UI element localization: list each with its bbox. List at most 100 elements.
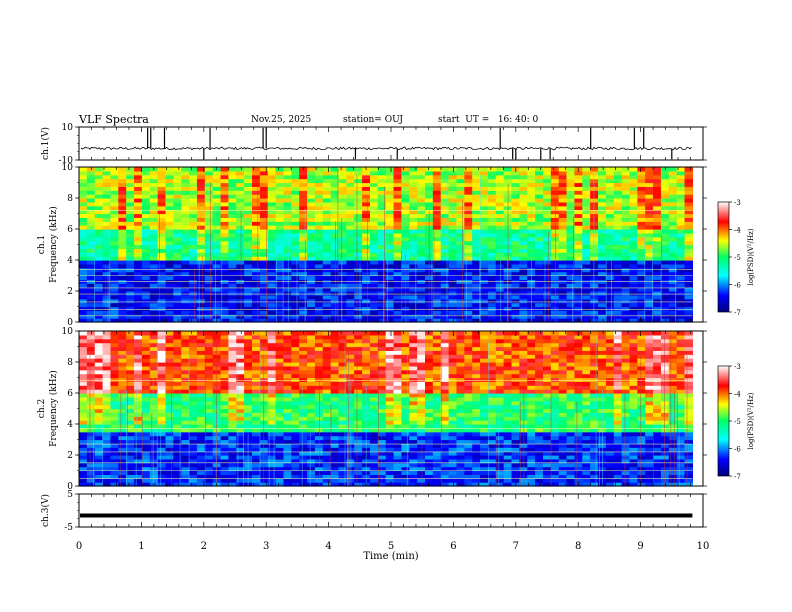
s1-spectrogram-cell xyxy=(338,174,347,180)
s1-spectrogram-cell xyxy=(393,318,403,323)
s1-spectrogram-cell xyxy=(252,198,261,203)
s1-spectrogram-cell xyxy=(79,240,88,246)
s1-spectrogram-cell xyxy=(511,310,520,315)
s1-spectrogram-cell xyxy=(126,221,135,226)
s1-spectrogram-cell xyxy=(653,256,662,261)
s2-spectrogram-cell xyxy=(267,478,277,483)
s1-spectrogram-cell xyxy=(181,294,190,300)
s2-spectrogram-cell xyxy=(346,354,355,359)
s1-spectrogram-cell xyxy=(267,174,277,180)
s1-spectrogram-cell xyxy=(456,217,465,222)
s1-spectrogram-cell xyxy=(94,260,104,265)
s2-spectrogram-cell xyxy=(275,443,285,448)
s1-spectrogram-cell xyxy=(165,217,174,222)
s1-spectrogram-cell xyxy=(590,174,599,180)
s2-spectrogram-cell xyxy=(204,354,214,359)
s2-spectrogram-cell xyxy=(165,350,174,355)
s2-spectrogram-cell xyxy=(220,482,230,487)
s1-spectrogram-cell xyxy=(487,267,497,273)
s1-spectrogram-cell xyxy=(495,209,505,215)
s2-spectrogram-cell xyxy=(236,447,245,452)
s1-spectrogram-cell xyxy=(582,294,591,300)
s1-spectrogram-cell xyxy=(464,170,473,176)
s2-spectrogram-cell xyxy=(204,400,214,406)
s2-spectrogram-cell xyxy=(228,458,237,464)
s1-spectrogram-cell xyxy=(362,306,371,311)
s1-spectrogram-cell xyxy=(558,170,568,176)
s2-spectrogram-cell xyxy=(244,338,253,344)
s1-spectrogram-cell xyxy=(440,232,450,238)
s2-spectrogram-cell xyxy=(189,396,198,402)
s1-spectrogram-cell xyxy=(456,198,465,203)
s2-spectrogram-cell xyxy=(377,427,387,433)
s1-spectrogram-cell xyxy=(212,291,222,296)
s1-spectrogram-cell xyxy=(660,306,670,311)
s2-spectrogram-cell xyxy=(220,443,230,448)
s2-spectrogram-cell xyxy=(377,424,387,429)
s2-spectrogram-cell xyxy=(417,354,426,359)
s1-spectrogram-cell xyxy=(134,229,143,234)
s2-spectrogram-cell xyxy=(173,474,182,479)
s1-spectrogram-cell xyxy=(220,271,230,277)
s1-spectrogram-cell xyxy=(519,314,528,319)
s1-spectrogram-cell xyxy=(252,287,261,292)
s1-spectrogram-cell xyxy=(173,217,182,222)
s1-spectrogram-cell xyxy=(464,174,473,180)
s2-spectrogram-cell xyxy=(338,447,347,452)
s1-spectrogram-cell xyxy=(535,178,544,184)
s1-spectrogram-cell xyxy=(574,170,583,176)
s1-spectrogram-cell xyxy=(220,213,230,218)
s1-spectrogram-cell xyxy=(330,174,340,180)
s1-spectrogram-cell xyxy=(79,314,88,319)
s2-spectrogram-cell xyxy=(181,478,190,483)
s1-spectrogram-cell xyxy=(283,167,292,172)
s1-spectrogram-cell xyxy=(464,306,473,311)
s1-spectrogram-cell xyxy=(440,167,450,172)
s1-spectrogram-cell xyxy=(598,225,607,230)
s1-spectrogram-cell xyxy=(291,252,300,257)
s2-spectrogram-cell xyxy=(141,451,151,456)
s1-spectrogram-cell xyxy=(228,294,237,300)
s2-spectrogram-cell xyxy=(181,455,190,460)
s1-spectrogram-cell xyxy=(259,209,269,215)
s1-spectrogram-cell xyxy=(102,178,112,184)
s1-spectrogram-cell xyxy=(126,275,135,280)
s1-spectrogram-cell xyxy=(432,267,442,273)
s1-spectrogram-cell xyxy=(165,186,174,191)
s2-spectrogram-cell xyxy=(244,358,253,363)
s2-spectrogram-cell xyxy=(86,354,96,359)
s2-spectrogram-cell xyxy=(362,334,371,340)
s1-spectrogram-cell xyxy=(684,182,693,187)
s1-spectrogram-cell xyxy=(330,267,340,273)
s1-spectrogram-cell xyxy=(102,182,112,187)
s1-spectrogram-cell xyxy=(480,194,489,199)
s1-spectrogram-cell xyxy=(448,178,458,184)
s2-spectrogram-cell xyxy=(189,369,198,375)
s1-spectrogram-cell xyxy=(283,221,292,226)
s2-spectrogram-cell xyxy=(291,369,300,375)
s1-spectrogram-cell xyxy=(511,252,520,257)
s1-spectrogram-cell xyxy=(653,221,662,226)
s2-spectrogram-cell xyxy=(346,346,355,351)
s2-spectrogram-cell xyxy=(291,338,300,344)
s1-spectrogram-cell xyxy=(204,209,214,215)
s2-spectrogram-cell xyxy=(425,474,434,479)
s2-spectrogram-cell xyxy=(79,439,88,444)
s2-spectrogram-cell xyxy=(165,338,174,344)
s1-spectrogram-cell xyxy=(338,294,347,300)
s2-spectrogram-cell xyxy=(283,458,292,464)
s2-spectrogram-cell xyxy=(134,424,143,429)
s1-spectrogram-cell xyxy=(519,244,528,249)
s1-spectrogram-cell xyxy=(354,174,363,180)
s1-spectrogram-cell xyxy=(660,174,670,180)
s1-spectrogram-cell xyxy=(637,167,646,172)
s2-spectrogram-cell xyxy=(369,389,379,394)
s2-spectrogram-cell xyxy=(196,373,206,379)
s1-spectrogram-cell xyxy=(275,225,285,230)
s1-spectrogram-cell xyxy=(417,244,426,249)
s1-spectrogram-cell xyxy=(259,240,269,246)
s1-spectrogram-cell xyxy=(519,194,528,199)
s1-spectrogram-cell xyxy=(637,174,646,180)
s1-spectrogram-cell xyxy=(322,174,332,180)
s1-spectrogram-cell xyxy=(519,267,528,273)
